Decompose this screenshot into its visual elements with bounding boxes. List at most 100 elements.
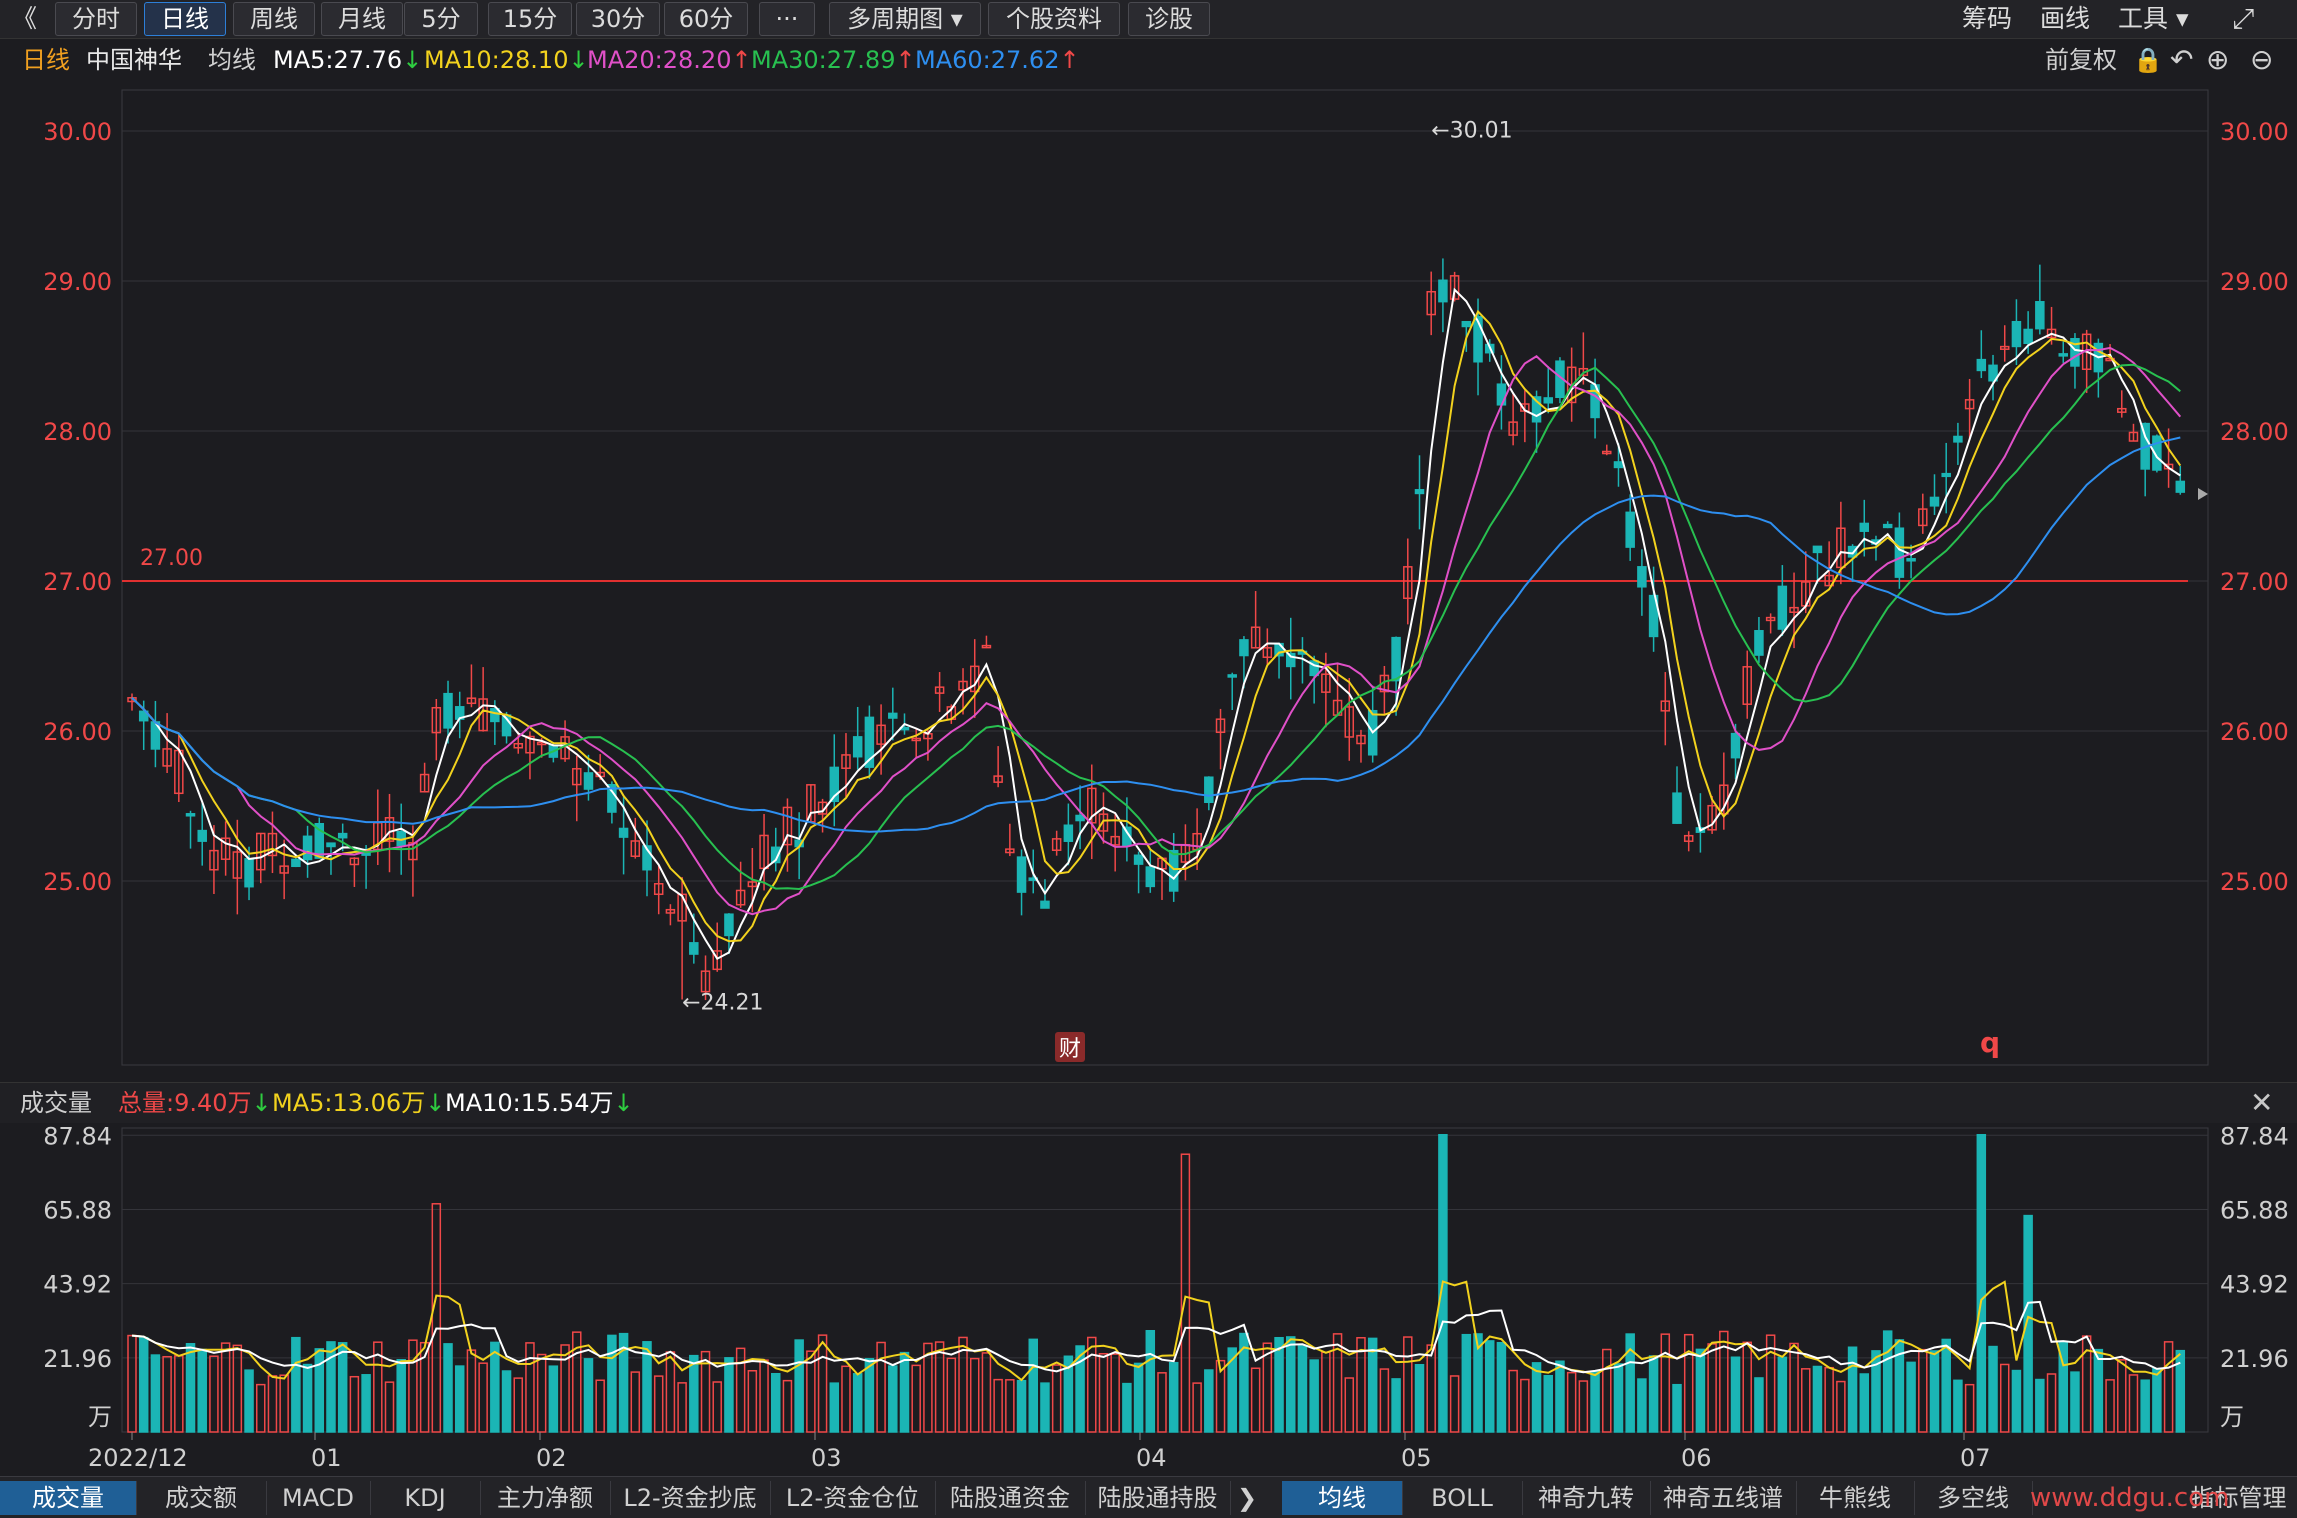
volume-bar bbox=[923, 1342, 933, 1433]
lock-icon[interactable]: 🔒 bbox=[2133, 46, 2163, 74]
toolbar-button-6[interactable]: 30分 bbox=[576, 2, 660, 36]
tab-KDJ[interactable]: KDJ bbox=[370, 1481, 481, 1515]
volume-bar bbox=[1473, 1333, 1483, 1433]
candle-body bbox=[1730, 732, 1741, 759]
chips-button[interactable]: 筹码 bbox=[1962, 4, 2013, 33]
tab-BOLL[interactable]: BOLL bbox=[1402, 1481, 1523, 1515]
volume-bar bbox=[2163, 1341, 2174, 1433]
candle-body bbox=[1929, 496, 1940, 507]
candle-body bbox=[2023, 328, 2033, 345]
price-chart[interactable]: 30.00 30.00 29.00 29.00 28.00 28.00 27.00 27.00… bbox=[0, 80, 2297, 1080]
volume-bar bbox=[864, 1358, 875, 1433]
tab-成交额[interactable]: 成交额 bbox=[136, 1481, 267, 1515]
tab-陆股通资金[interactable]: 陆股通资金 bbox=[935, 1481, 1086, 1515]
toolbar-button-5[interactable]: 15分 bbox=[488, 2, 572, 36]
candle-body bbox=[1836, 527, 1846, 569]
candle-body bbox=[2035, 301, 2045, 330]
tab-神奇五线谱[interactable]: 神奇五线谱 bbox=[1650, 1481, 1797, 1515]
period-label: 日线 bbox=[22, 46, 70, 74]
volume-bar bbox=[724, 1357, 734, 1433]
candle-body bbox=[817, 801, 828, 815]
volume-bar bbox=[700, 1350, 711, 1433]
volume-bar bbox=[1028, 1338, 1038, 1433]
candle-body bbox=[1321, 673, 1331, 693]
tools-button[interactable]: 工具 ▾ bbox=[2118, 4, 2189, 33]
tab-L2-资金抄底[interactable]: L2-资金抄底 bbox=[610, 1481, 771, 1515]
toolbar-button-7[interactable]: 60分 bbox=[664, 2, 748, 36]
ma60-line bbox=[131, 436, 2181, 833]
price-tick-left: 27.00 bbox=[43, 568, 112, 596]
tab-牛熊线[interactable]: 牛熊线 bbox=[1796, 1481, 1915, 1515]
volume-bar bbox=[209, 1355, 219, 1433]
toolbar-button-0[interactable]: 分时 bbox=[55, 2, 137, 36]
price-tick-right: 30.00 bbox=[2220, 118, 2289, 146]
fullscreen-icon[interactable]: ⤢ bbox=[2232, 2, 2255, 35]
tab-多空线[interactable]: 多空线 bbox=[1914, 1481, 2033, 1515]
toolbar-button-2[interactable]: 周线 bbox=[233, 2, 315, 36]
candle-body bbox=[1449, 275, 1460, 300]
zoom-out-icon[interactable]: ⊖ bbox=[2250, 43, 2274, 76]
volume-chart[interactable]: 87.84 87.84 65.88 65.88 43.92 43.92 21.96 21.96… bbox=[0, 1122, 2297, 1476]
volume-bar bbox=[630, 1371, 641, 1433]
tab-主力净额[interactable]: 主力净额 bbox=[480, 1481, 611, 1515]
arrow-down-icon: ↓ bbox=[402, 46, 423, 74]
volume-bar bbox=[1999, 1363, 2010, 1433]
arrow-down-icon: ↓ bbox=[425, 1089, 446, 1117]
adjust-button[interactable]: 前复权 bbox=[2045, 46, 2117, 74]
volume-bar bbox=[1250, 1367, 1261, 1433]
candle-body bbox=[2011, 320, 2022, 348]
candle-body bbox=[1531, 396, 1542, 423]
toolbar-button-10[interactable]: 个股资料 bbox=[988, 2, 1120, 36]
toolbar-button-9[interactable]: 多周期图 ▾ bbox=[829, 2, 981, 36]
candle-body bbox=[1239, 639, 1249, 657]
candle-body bbox=[525, 735, 535, 754]
toolbar-button-8[interactable]: ··· bbox=[759, 2, 815, 36]
tab-L2-资金仓位[interactable]: L2-资金仓位 bbox=[770, 1481, 936, 1515]
candle-body bbox=[1473, 315, 1483, 363]
volume-bar bbox=[560, 1344, 570, 1433]
volume-bar bbox=[431, 1203, 442, 1433]
candle-body bbox=[1250, 626, 1261, 649]
ma-label[interactable]: 均线 bbox=[208, 46, 256, 74]
toolbar-button-11[interactable]: 诊股 bbox=[1128, 2, 1210, 36]
volume-bar bbox=[1672, 1383, 1682, 1433]
volume-tick-left: 21.96 bbox=[43, 1345, 112, 1373]
close-icon[interactable]: ✕ bbox=[2250, 1086, 2274, 1119]
toolbar-button-3[interactable]: 月线 bbox=[321, 2, 403, 36]
price-tick-right: 29.00 bbox=[2220, 268, 2289, 296]
candle-body bbox=[419, 773, 430, 793]
date-label: 03 bbox=[811, 1444, 842, 1472]
candle-body bbox=[279, 865, 289, 874]
zoom-in-icon[interactable]: ⊕ bbox=[2206, 43, 2230, 76]
tab-神奇九转[interactable]: 神奇九转 bbox=[1522, 1481, 1651, 1515]
volume-bar bbox=[1215, 1359, 1226, 1433]
tab-成交量[interactable]: 成交量 bbox=[0, 1481, 137, 1515]
ma30-line bbox=[131, 363, 2181, 891]
volume-bar bbox=[396, 1359, 406, 1433]
volume-tick-right: 65.88 bbox=[2220, 1196, 2289, 1224]
candle-body bbox=[993, 775, 1003, 783]
toolbar-button-4[interactable]: 5分 bbox=[404, 2, 478, 36]
draw-line-button[interactable]: 画线 bbox=[2040, 4, 2091, 33]
tab-MACD[interactable]: MACD bbox=[266, 1481, 371, 1515]
volume-bar bbox=[1754, 1377, 1764, 1433]
volume-tick-right: 21.96 bbox=[2220, 1345, 2289, 1373]
tab-指标管理[interactable]: 指标管理 bbox=[2180, 1481, 2297, 1515]
volume-bar bbox=[1906, 1361, 1916, 1433]
volume-bar bbox=[993, 1378, 1003, 1433]
undo-icon[interactable]: ↶ bbox=[2170, 43, 2194, 76]
volume-bar bbox=[1227, 1347, 1237, 1433]
volume-bar bbox=[1309, 1359, 1319, 1433]
volume-bar bbox=[2152, 1368, 2162, 1433]
toolbar-button-1[interactable]: 日线 bbox=[144, 2, 226, 36]
tab-均线[interactable]: 均线 bbox=[1282, 1481, 1403, 1515]
back-button[interactable]: 《 bbox=[12, 4, 38, 33]
candle-body bbox=[1637, 566, 1647, 588]
candle-body bbox=[630, 840, 641, 857]
volume-bar bbox=[829, 1382, 840, 1433]
candle-body bbox=[1063, 824, 1074, 842]
candle-body bbox=[572, 768, 582, 786]
more-tabs-arrow[interactable]: ❯ bbox=[1236, 1484, 1258, 1512]
candle-body bbox=[981, 644, 992, 649]
tab-陆股通持股[interactable]: 陆股通持股 bbox=[1085, 1481, 1231, 1515]
